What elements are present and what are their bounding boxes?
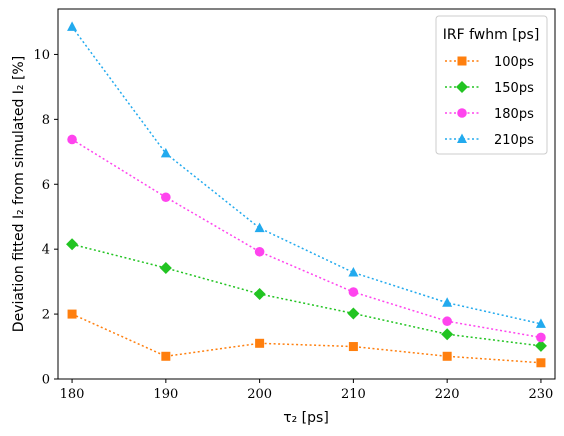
data-point-180ps	[536, 332, 546, 343]
x-tick-label: 190	[153, 387, 178, 402]
y-axis: 0 2 4 6 8 10	[33, 48, 58, 388]
series-line-150ps	[71, 243, 542, 347]
legend-label: 180ps	[494, 107, 534, 122]
legend-label: 210ps	[494, 133, 534, 148]
data-point-210ps	[254, 222, 265, 233]
x-tick-label: 220	[435, 387, 460, 402]
data-point-100ps	[67, 309, 77, 319]
data-point-100ps	[536, 358, 546, 368]
legend-items: 100ps 150ps 180ps 210ps	[445, 55, 534, 148]
data-point-210ps	[348, 267, 359, 277]
y-axis-label: Deviation fitted I₂ from simulated I₂ [%…	[11, 56, 27, 332]
y-tick-label: 8	[42, 113, 50, 128]
data-point-210ps	[442, 297, 453, 307]
y-tick-label: 6	[42, 178, 50, 193]
series-line-210ps	[71, 26, 542, 325]
series-layer	[66, 21, 547, 368]
legend-marker	[457, 133, 467, 143]
legend-label: 100ps	[494, 55, 534, 70]
data-point-150ps	[534, 339, 547, 352]
data-point-180ps	[254, 246, 265, 257]
legend: IRF fwhm [ps] 100ps 150ps 180ps 210ps	[435, 15, 548, 155]
y-tick-label: 2	[42, 308, 50, 323]
data-point-180ps	[442, 316, 452, 327]
x-tick-label: 230	[529, 387, 554, 402]
data-point-100ps	[442, 351, 452, 361]
data-point-150ps	[66, 238, 79, 251]
legend-marker	[457, 108, 467, 118]
data-point-210ps	[535, 318, 546, 328]
data-point-150ps	[347, 307, 360, 320]
data-point-150ps	[159, 262, 172, 274]
x-axis-label: τ₂ [ps]	[283, 410, 329, 426]
y-tick-label: 4	[42, 243, 50, 258]
legend-box	[435, 15, 548, 155]
data-point-210ps	[67, 21, 78, 31]
data-point-180ps	[161, 192, 171, 203]
series-line-100ps	[71, 313, 541, 364]
x-tick-label: 210	[341, 387, 366, 402]
data-point-180ps	[348, 287, 359, 297]
data-point-180ps	[67, 134, 77, 145]
data-point-100ps	[161, 351, 171, 361]
y-tick-label: 0	[42, 373, 50, 388]
data-point-150ps	[441, 328, 454, 341]
data-point-100ps	[255, 338, 265, 348]
legend-marker	[456, 81, 468, 93]
data-point-210ps	[160, 147, 171, 158]
legend-label: 150ps	[494, 81, 534, 96]
x-tick-label: 200	[247, 387, 272, 402]
x-axis: 180 190 200 210 220 230	[60, 379, 554, 402]
legend-marker	[457, 56, 467, 66]
legend-title: IRF fwhm [ps]	[443, 27, 540, 43]
x-tick-label: 180	[60, 387, 85, 402]
series-line-180ps	[71, 138, 542, 339]
data-point-150ps	[253, 287, 266, 300]
data-point-100ps	[348, 342, 358, 352]
y-tick-label: 10	[33, 48, 50, 63]
